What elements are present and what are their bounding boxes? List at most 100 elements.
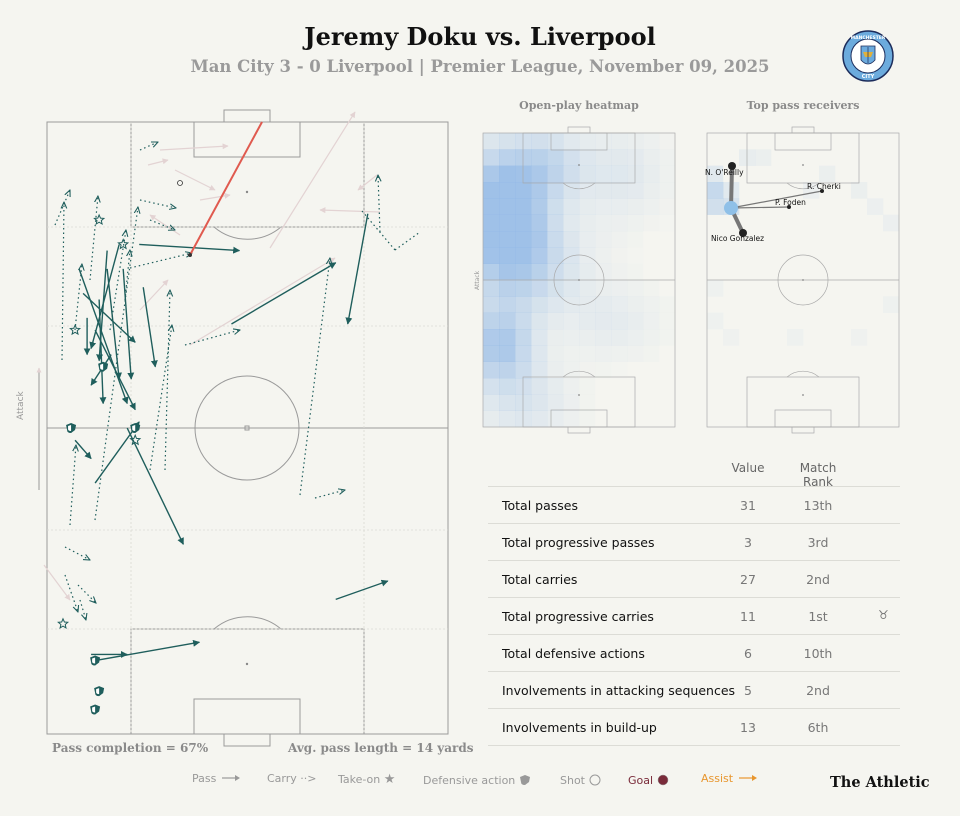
heat-cell-6-9 bbox=[627, 231, 643, 248]
heat-cell-8-3 bbox=[531, 263, 548, 281]
pass-completion-label: Pass completion = 67% bbox=[52, 741, 209, 755]
heat-cell-12-4 bbox=[547, 329, 564, 346]
stat-label: Involvements in attacking sequences bbox=[502, 683, 736, 698]
heat-cell-17-1 bbox=[499, 410, 516, 428]
heat-cell-11-6 bbox=[579, 312, 596, 330]
heat-cell-6-7 bbox=[595, 231, 612, 248]
heat-cell-0-5 bbox=[563, 133, 580, 150]
heat-cell-15-6 bbox=[579, 378, 595, 395]
heat-cell-6-4 bbox=[547, 231, 564, 248]
heat-cell-7-5 bbox=[563, 247, 580, 264]
pass-17 bbox=[335, 579, 389, 601]
heat-cell-5-2 bbox=[515, 214, 532, 232]
heat-cell-5-6 bbox=[579, 214, 596, 232]
heat-cell-17-3 bbox=[531, 410, 548, 428]
heat-cell-13-7 bbox=[595, 345, 612, 362]
receiver-node-foden bbox=[787, 205, 791, 209]
heat-cell-12-8 bbox=[611, 329, 628, 346]
heat-cell-2-10 bbox=[643, 165, 660, 183]
pass-10 bbox=[142, 287, 158, 368]
heat-cell-16-5 bbox=[563, 394, 580, 411]
assist-arrow-icon bbox=[738, 775, 757, 781]
heat-cell-11-11 bbox=[659, 313, 675, 330]
heat-cell-2-11 bbox=[659, 165, 676, 183]
heat-cell-7-7 bbox=[595, 247, 612, 264]
heat-cell-17-5 bbox=[563, 410, 580, 428]
heat-cell-4-0 bbox=[483, 198, 500, 215]
heat-cell-16-3 bbox=[531, 394, 548, 411]
heat-cell-10-5 bbox=[563, 296, 580, 313]
receiver-cell-3-6 bbox=[803, 182, 820, 199]
heat-cell-2-4 bbox=[547, 165, 564, 183]
receiver-cell-10-11 bbox=[883, 296, 900, 313]
heat-cell-14-5 bbox=[563, 361, 580, 379]
receiver-label-foden: P. Foden bbox=[775, 198, 806, 207]
heat-cell-3-7 bbox=[595, 182, 612, 199]
stats-table: Value Match Rank Total passes 31 13th Total… bbox=[488, 456, 900, 746]
heat-cell-15-4 bbox=[547, 378, 564, 395]
stat-rank: 13th bbox=[803, 498, 833, 513]
heat-cell-5-4 bbox=[547, 214, 564, 232]
takeon-star-2 bbox=[69, 323, 82, 336]
match-subtitle: Man City 3 - 0 Liverpool | Premier Leagu… bbox=[190, 57, 770, 76]
shot-marker bbox=[177, 180, 183, 186]
receivers-pitch: N. O'Reilly R. Cherki P. Foden Nico Gonz… bbox=[705, 126, 900, 434]
heat-cell-9-0 bbox=[483, 280, 500, 297]
heat-cell-9-7 bbox=[595, 280, 612, 297]
heat-cell-17-0 bbox=[483, 410, 500, 428]
pass-15 bbox=[94, 421, 140, 484]
takeon-star-4 bbox=[57, 617, 70, 629]
heat-cell-3-2 bbox=[515, 182, 532, 199]
avg-pass-length-label: Avg. pass length = 14 yards bbox=[288, 741, 474, 755]
heat-cell-14-3 bbox=[531, 361, 548, 379]
heat-cell-2-6 bbox=[579, 165, 596, 183]
heat-cell-10-2 bbox=[515, 296, 532, 313]
heat-cell-3-10 bbox=[643, 182, 660, 199]
takeons bbox=[57, 213, 142, 629]
heat-cell-13-3 bbox=[531, 345, 548, 362]
heat-cell-9-5 bbox=[563, 280, 580, 297]
heat-cell-1-10 bbox=[643, 149, 660, 166]
heat-cell-4-3 bbox=[531, 198, 548, 215]
table-row: Total passes 31 13th bbox=[488, 486, 900, 523]
stat-value: 11 bbox=[740, 609, 756, 624]
stat-rank: 10th bbox=[803, 646, 833, 661]
heat-cell-0-0 bbox=[483, 133, 500, 150]
heat-cell-14-8 bbox=[611, 362, 627, 379]
heat-cell-0-10 bbox=[643, 133, 660, 150]
pass-0 bbox=[78, 268, 129, 405]
heat-cell-13-10 bbox=[643, 345, 659, 362]
stat-value: 6 bbox=[744, 646, 752, 661]
heat-cell-12-5 bbox=[563, 329, 580, 346]
attack-label: Attack bbox=[16, 391, 26, 420]
receiver-cell-4-10 bbox=[867, 198, 884, 215]
heat-cell-13-6 bbox=[579, 345, 596, 362]
heat-cell-11-5 bbox=[563, 312, 580, 330]
heat-cell-3-6 bbox=[579, 182, 596, 199]
pass-13 bbox=[345, 213, 369, 325]
stat-label: Total passes bbox=[502, 498, 578, 513]
svg-text:MANCHESTER: MANCHESTER bbox=[851, 35, 886, 41]
heat-cell-10-0 bbox=[483, 296, 500, 313]
heat-cell-5-5 bbox=[563, 214, 580, 232]
heatmap-title: Open-play heatmap bbox=[519, 99, 639, 112]
heat-cell-11-0 bbox=[483, 312, 500, 330]
heat-cell-4-10 bbox=[643, 198, 660, 215]
heat-cell-6-1 bbox=[499, 231, 516, 248]
receiver-cell-3-0 bbox=[707, 182, 724, 199]
legend-assist: Assist bbox=[701, 772, 759, 785]
heat-cell-12-11 bbox=[659, 329, 675, 346]
heat-cell-0-4 bbox=[547, 133, 564, 150]
heat-cell-9-3 bbox=[531, 280, 548, 297]
heat-cell-1-1 bbox=[499, 149, 516, 166]
heat-cell-17-6 bbox=[579, 411, 595, 428]
heat-cell-4-8 bbox=[611, 198, 628, 215]
heat-cell-8-5 bbox=[563, 263, 580, 281]
heat-cell-11-2 bbox=[515, 312, 532, 330]
heat-cell-0-3 bbox=[531, 133, 548, 150]
heat-cell-15-3 bbox=[531, 378, 548, 395]
takeon-star-0 bbox=[93, 213, 106, 226]
heat-cell-12-1 bbox=[499, 329, 516, 346]
heat-cell-5-10 bbox=[643, 214, 660, 232]
heat-cell-13-8 bbox=[611, 345, 628, 362]
